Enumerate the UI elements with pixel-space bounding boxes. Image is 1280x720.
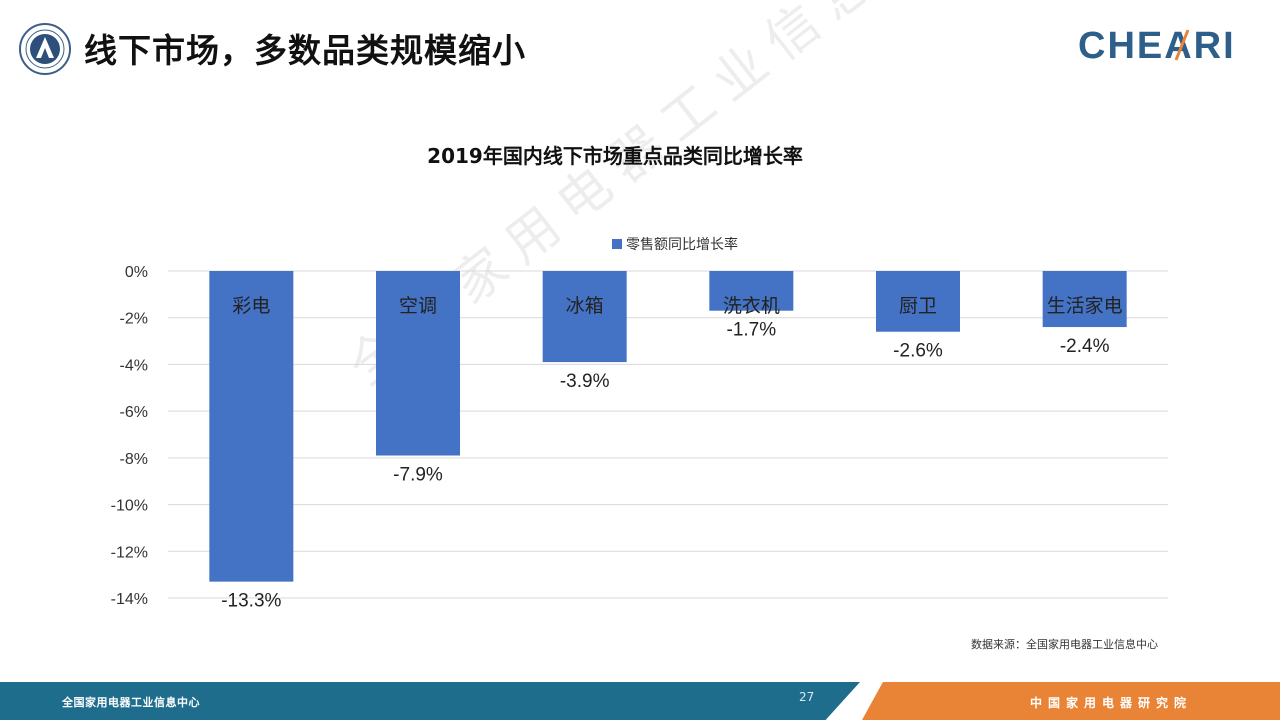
data-label: -13.3%: [221, 591, 281, 612]
data-label: -2.6%: [893, 341, 943, 362]
y-tick-label: -14%: [111, 591, 148, 608]
data-label: -2.4%: [1060, 336, 1110, 357]
page-number: 27: [799, 690, 815, 704]
category-label: 彩电: [232, 295, 270, 317]
brand-text: CHEARI: [1078, 25, 1236, 67]
category-label: 冰箱: [566, 295, 604, 317]
bar: [542, 271, 627, 363]
footer-right-band: [862, 682, 1280, 720]
bar: [376, 271, 460, 456]
bar: [209, 271, 294, 582]
category-label: 生活家电: [1047, 295, 1123, 317]
y-tick-label: -10%: [111, 498, 148, 515]
data-label: -3.9%: [560, 371, 610, 392]
footer-left-text: 全国家用电器工业信息中心: [62, 696, 200, 709]
data-source: 数据来源：全国家用电器工业信息中心: [971, 638, 1158, 651]
y-tick-label: -6%: [120, 404, 148, 421]
data-label: -7.9%: [393, 465, 443, 486]
bar: [876, 271, 960, 332]
data-label: -1.7%: [727, 320, 777, 341]
footer-right-text: 中国家用电器研究院: [1030, 696, 1193, 710]
legend: 零售额同比增长率: [612, 234, 738, 254]
y-tick-label: -12%: [111, 544, 148, 561]
footer-left-band: [0, 682, 860, 720]
y-tick-label: -2%: [120, 311, 148, 328]
chart-title: 2019年国内线下市场重点品类同比增长率: [427, 144, 803, 168]
legend-label: 零售额同比增长率: [626, 237, 738, 253]
category-label: 空调: [399, 295, 437, 317]
bar: [1042, 271, 1127, 328]
y-tick-label: -4%: [120, 357, 148, 374]
institute-logo: [19, 23, 71, 75]
y-tick-label: 0%: [125, 264, 148, 281]
category-label: 厨卫: [899, 295, 937, 317]
category-label: 洗衣机: [723, 295, 780, 317]
slide-title: 线下市场，多数品类规模缩小: [84, 31, 526, 70]
y-tick-label: -8%: [120, 451, 148, 468]
cheari-logo: CHEARI: [1078, 25, 1236, 67]
bar: [709, 271, 794, 311]
legend-swatch: [612, 239, 622, 249]
